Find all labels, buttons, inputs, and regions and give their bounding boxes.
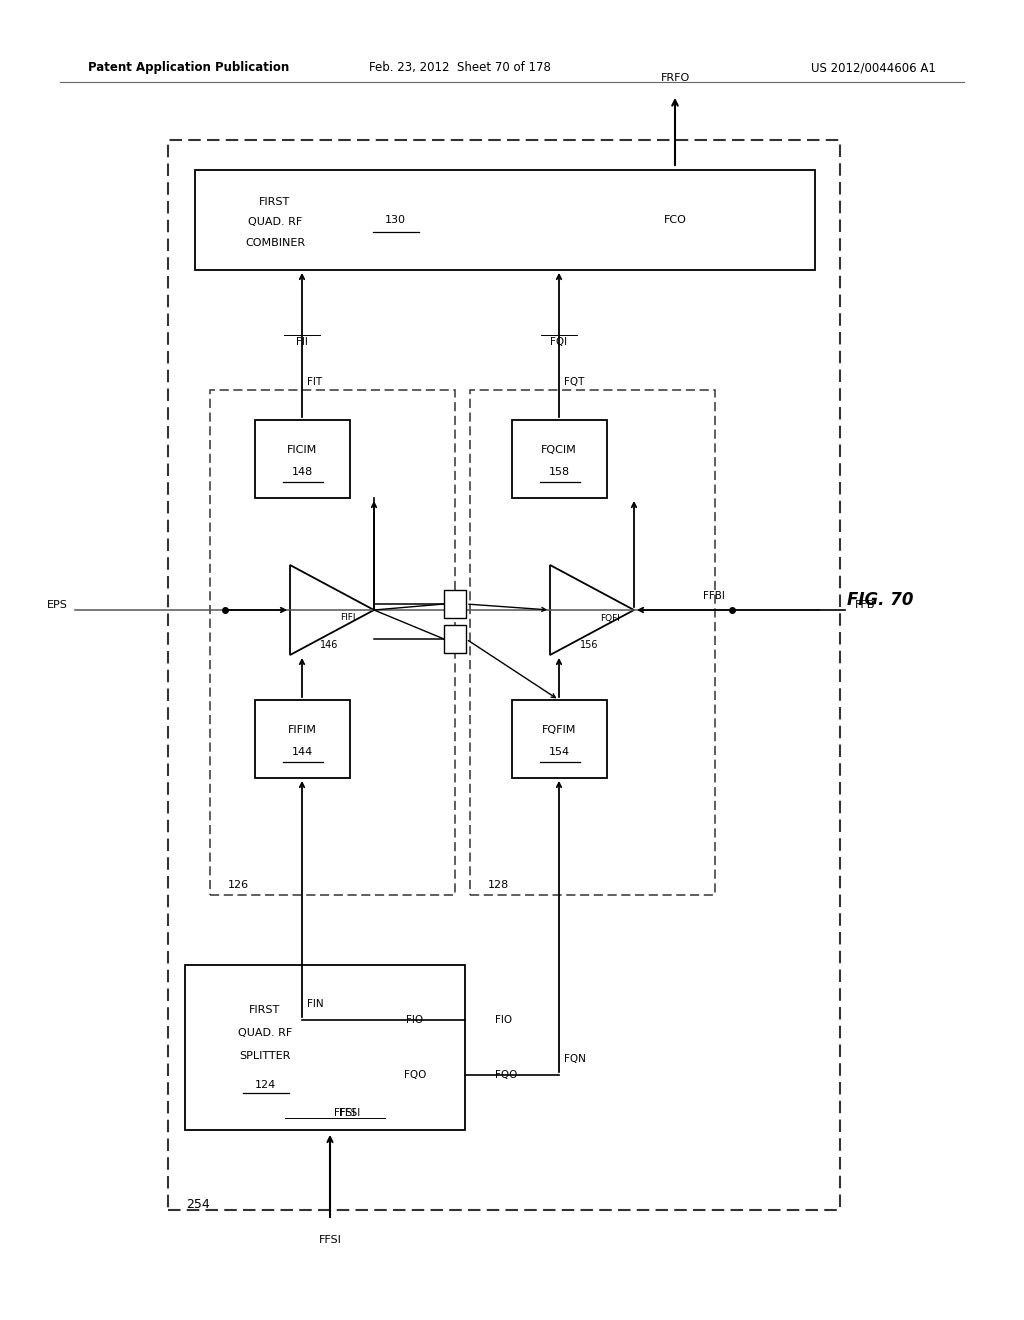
Bar xyxy=(470,389,715,895)
Text: 130: 130 xyxy=(384,215,406,224)
Text: COMBINER: COMBINER xyxy=(245,238,305,248)
Text: FFBI: FFBI xyxy=(703,591,725,601)
Text: Feb. 23, 2012  Sheet 70 of 178: Feb. 23, 2012 Sheet 70 of 178 xyxy=(369,62,551,74)
Text: 124: 124 xyxy=(254,1080,275,1090)
Polygon shape xyxy=(550,565,634,655)
Text: FIN: FIN xyxy=(307,999,324,1008)
Text: QUAD. RF: QUAD. RF xyxy=(238,1028,292,1038)
Text: EPS: EPS xyxy=(47,601,68,610)
Bar xyxy=(512,700,607,777)
Text: SPLITTER: SPLITTER xyxy=(240,1051,291,1061)
Text: 148: 148 xyxy=(292,467,312,477)
Bar xyxy=(255,420,350,498)
Text: 156: 156 xyxy=(580,640,598,649)
Text: FIG. 70: FIG. 70 xyxy=(847,591,913,609)
Text: 144: 144 xyxy=(292,747,312,756)
Text: 146: 146 xyxy=(319,640,338,649)
Text: FIFI: FIFI xyxy=(340,614,355,623)
Bar xyxy=(444,624,466,653)
Text: US 2012/0044606 A1: US 2012/0044606 A1 xyxy=(811,62,936,74)
Bar xyxy=(210,389,455,895)
Text: 154: 154 xyxy=(549,747,569,756)
Text: FQT: FQT xyxy=(564,378,585,387)
Text: QUAD. RF: QUAD. RF xyxy=(248,216,302,227)
Text: FQFI: FQFI xyxy=(600,614,620,623)
Text: FQI: FQI xyxy=(551,337,567,347)
Bar xyxy=(444,590,466,618)
Text: 126: 126 xyxy=(228,880,249,890)
Text: FIRST: FIRST xyxy=(259,197,291,207)
Text: FIO: FIO xyxy=(495,1015,512,1026)
Text: FIFIM: FIFIM xyxy=(288,725,316,735)
Text: 254: 254 xyxy=(186,1199,210,1210)
Text: 128: 128 xyxy=(488,880,509,890)
Text: FIRST: FIRST xyxy=(250,1005,281,1015)
Bar xyxy=(168,140,840,1210)
Text: FII: FII xyxy=(296,337,308,347)
Text: FRFO: FRFO xyxy=(660,73,689,83)
Bar xyxy=(185,965,465,1130)
Text: FQCIM: FQCIM xyxy=(541,445,577,455)
Text: FFSI: FFSI xyxy=(318,1236,341,1245)
Text: FICIM: FICIM xyxy=(287,445,317,455)
Text: FQN: FQN xyxy=(564,1053,586,1064)
Polygon shape xyxy=(290,565,374,655)
Text: FFSI: FFSI xyxy=(339,1107,360,1118)
Text: 158: 158 xyxy=(549,467,569,477)
Text: FIO: FIO xyxy=(407,1015,424,1026)
Text: FCO: FCO xyxy=(664,215,686,224)
Text: FQO: FQO xyxy=(495,1071,517,1080)
Text: FFSI: FFSI xyxy=(335,1107,355,1118)
Text: Patent Application Publication: Patent Application Publication xyxy=(88,62,289,74)
Text: FFB: FFB xyxy=(855,601,876,610)
Bar xyxy=(512,420,607,498)
Text: FQO: FQO xyxy=(403,1071,426,1080)
Bar xyxy=(195,170,815,271)
Text: FQFIM: FQFIM xyxy=(542,725,577,735)
Text: FIT: FIT xyxy=(307,378,323,387)
Bar xyxy=(255,700,350,777)
